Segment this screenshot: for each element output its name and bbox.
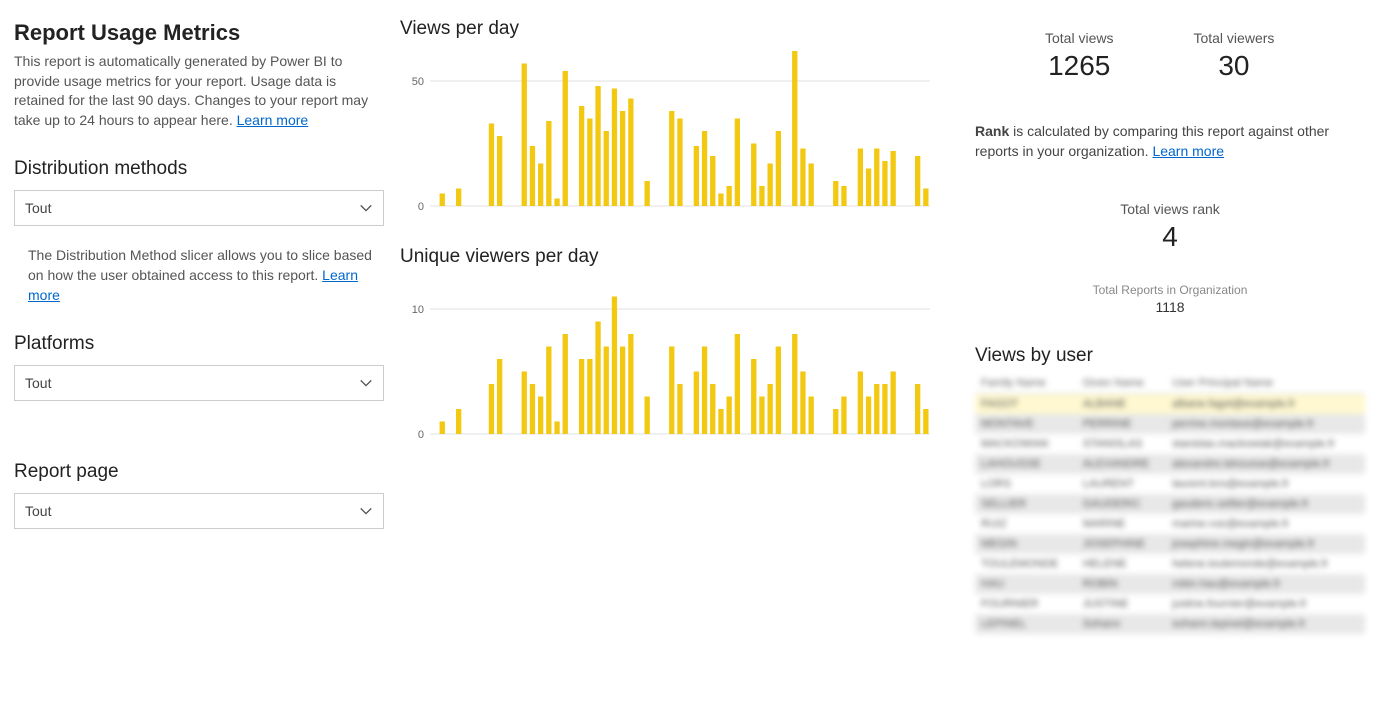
table-cell: LEPINEL: [975, 614, 1077, 634]
table-row[interactable]: FOURNIERJUSTINEjustine.fournier@example.…: [975, 594, 1365, 614]
table-cell: robin.hau@example.fr: [1166, 574, 1365, 594]
rank-label: Total views rank: [975, 201, 1365, 217]
org-reports-label: Total Reports in Organization: [975, 283, 1365, 297]
table-row[interactable]: SELLIERGAUDERICgauderic.sellier@example.…: [975, 494, 1365, 514]
kpi-row: Total views 1265 Total viewers 30: [975, 30, 1365, 82]
table-header[interactable]: Family Name: [975, 373, 1077, 394]
table-header[interactable]: Given Name: [1077, 373, 1166, 394]
left-panel: Report Usage Metrics This report is auto…: [14, 20, 384, 529]
page-title: Report Usage Metrics: [14, 20, 384, 46]
table-cell: helene.toulemonde@example.fr: [1166, 554, 1365, 574]
table-row[interactable]: MEGINJOSEPHINEjosephine.megin@example.fr: [975, 534, 1365, 554]
rank-description: Rank is calculated by comparing this rep…: [975, 122, 1365, 161]
table-row[interactable]: LEPINELSohannsohann.lepinel@example.fr: [975, 614, 1365, 634]
chevron-down-icon: [359, 376, 373, 390]
chevron-down-icon: [359, 201, 373, 215]
views-chart-title: Views per day: [400, 18, 940, 40]
learn-more-link[interactable]: Learn more: [237, 112, 309, 128]
distribution-methods-header: Distribution methods: [14, 158, 384, 180]
table-cell: PERRINE: [1077, 414, 1166, 434]
table-row[interactable]: TOULEMONDEHELENEhelene.toulemonde@exampl…: [975, 554, 1365, 574]
total-views-label: Total views: [1045, 30, 1113, 46]
total-viewers-kpi: Total viewers 30: [1193, 30, 1274, 82]
total-views-kpi: Total views 1265: [1045, 30, 1113, 82]
views-by-user-table[interactable]: Family NameGiven NameUser Principal Name…: [975, 373, 1365, 634]
right-panel: Total views 1265 Total viewers 30 Rank i…: [975, 30, 1365, 634]
distribution-helper-text: The Distribution Method slicer allows yo…: [28, 247, 372, 283]
table-cell: alexandre.lahousse@example.fr: [1166, 454, 1365, 474]
table-cell: MEGIN: [975, 534, 1077, 554]
table-row[interactable]: MONTAVEPERRINEperrine.montave@example.fr: [975, 414, 1365, 434]
table-row[interactable]: RUIZMARINEmarine.ruiz@example.fr: [975, 514, 1365, 534]
table-cell: stanislas.mackowiak@example.fr: [1166, 434, 1365, 454]
table-cell: sohann.lepinel@example.fr: [1166, 614, 1365, 634]
desc-text: This report is automatically generated b…: [14, 53, 368, 128]
unique-viewers-chart[interactable]: 10 0: [400, 274, 940, 454]
views-by-user-title: Views by user: [975, 345, 1365, 367]
report-page-slicer[interactable]: Tout: [14, 493, 384, 529]
table-cell: perrine.montave@example.fr: [1166, 414, 1365, 434]
svg-text:0: 0: [418, 429, 424, 441]
table-cell: ALBANE: [1077, 394, 1166, 415]
table-cell: LAURENT: [1077, 474, 1166, 494]
distribution-methods-value: Tout: [25, 200, 51, 216]
table-row[interactable]: MACKOWIAKSTANISLASstanislas.mackowiak@ex…: [975, 434, 1365, 454]
table-row[interactable]: HAUROBINrobin.hau@example.fr: [975, 574, 1365, 594]
platforms-value: Tout: [25, 375, 51, 391]
chevron-down-icon: [359, 504, 373, 518]
table-cell: Sohann: [1077, 614, 1166, 634]
table-header[interactable]: User Principal Name: [1166, 373, 1365, 394]
svg-text:0: 0: [418, 201, 424, 213]
report-page-value: Tout: [25, 503, 51, 519]
table-cell: TOULEMONDE: [975, 554, 1077, 574]
table-cell: ROBIN: [1077, 574, 1166, 594]
table-cell: laurent.lors@example.fr: [1166, 474, 1365, 494]
table-row[interactable]: FAGOTALBANEalbane.fagot@example.fr: [975, 394, 1365, 415]
distribution-methods-slicer[interactable]: Tout: [14, 190, 384, 226]
table-cell: FAGOT: [975, 394, 1077, 415]
table-row[interactable]: LAHOUSSEALEXANDREalexandre.lahousse@exam…: [975, 454, 1365, 474]
table-cell: albane.fagot@example.fr: [1166, 394, 1365, 415]
table-row[interactable]: LORSLAURENTlaurent.lors@example.fr: [975, 474, 1365, 494]
table-cell: RUIZ: [975, 514, 1077, 534]
total-viewers-label: Total viewers: [1193, 30, 1274, 46]
total-views-value: 1265: [1045, 50, 1113, 82]
table-cell: marine.ruiz@example.fr: [1166, 514, 1365, 534]
distribution-helper: The Distribution Method slicer allows yo…: [14, 246, 384, 305]
table-cell: SELLIER: [975, 494, 1077, 514]
platforms-header: Platforms: [14, 333, 384, 355]
table-cell: MACKOWIAK: [975, 434, 1077, 454]
table-cell: josephine.megin@example.fr: [1166, 534, 1365, 554]
table-cell: GAUDERIC: [1077, 494, 1166, 514]
table-cell: HELENE: [1077, 554, 1166, 574]
org-reports-value: 1118: [975, 299, 1365, 315]
table-cell: FOURNIER: [975, 594, 1077, 614]
table-cell: HAU: [975, 574, 1077, 594]
page-description: This report is automatically generated b…: [14, 52, 384, 130]
rank-word: Rank: [975, 123, 1009, 139]
svg-text:10: 10: [412, 304, 424, 316]
table-cell: STANISLAS: [1077, 434, 1166, 454]
views-per-day-chart[interactable]: 50 0: [400, 46, 940, 226]
table-cell: LAHOUSSE: [975, 454, 1077, 474]
platforms-slicer[interactable]: Tout: [14, 365, 384, 401]
table-cell: MONTAVE: [975, 414, 1077, 434]
total-viewers-value: 30: [1193, 50, 1274, 82]
table-cell: justine.fournier@example.fr: [1166, 594, 1365, 614]
viewers-chart-title: Unique viewers per day: [400, 246, 940, 268]
rank-block: Total views rank 4 Total Reports in Orga…: [975, 201, 1365, 315]
viewers-chart-svg: 10 0: [400, 274, 940, 454]
table-cell: ALEXANDRE: [1077, 454, 1166, 474]
table-cell: JUSTINE: [1077, 594, 1166, 614]
report-page-header: Report page: [14, 461, 384, 483]
charts-panel: Views per day 50 0 Unique viewers per day…: [400, 18, 940, 474]
table-cell: MARINE: [1077, 514, 1166, 534]
rank-learn-more-link[interactable]: Learn more: [1152, 143, 1224, 159]
table-cell: LORS: [975, 474, 1077, 494]
table-cell: JOSEPHINE: [1077, 534, 1166, 554]
views-chart-svg: 50 0: [400, 46, 940, 226]
svg-text:50: 50: [412, 76, 424, 88]
rank-value: 4: [975, 221, 1365, 253]
table-cell: gauderic.sellier@example.fr: [1166, 494, 1365, 514]
